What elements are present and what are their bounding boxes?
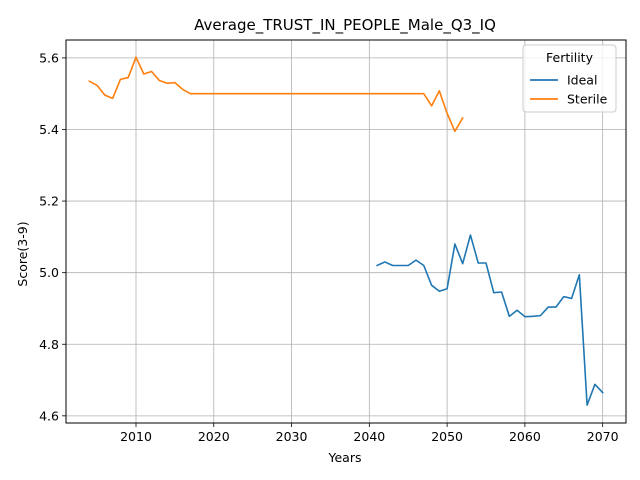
legend: Fertility Ideal Sterile (522, 44, 617, 113)
y-tick-label: 5.2 (39, 194, 59, 209)
series-line-ideal (376, 234, 604, 406)
x-tick-label: 2020 (198, 429, 230, 444)
series-line-sterile (88, 56, 464, 133)
y-tick-label: 5.6 (39, 50, 59, 65)
x-tick-label: 2040 (353, 429, 385, 444)
plot-frame (65, 39, 627, 424)
grid (66, 40, 626, 423)
legend-label-ideal: Ideal (567, 73, 597, 88)
x-tick-label: 2030 (276, 429, 308, 444)
x-axis-label: Years (328, 450, 362, 465)
y-tick-label: 4.8 (39, 337, 59, 352)
series-layer (88, 56, 604, 406)
x-tick-label: 2010 (120, 429, 152, 444)
y-tick-label: 4.6 (39, 408, 59, 423)
legend-box (522, 44, 617, 113)
y-tick-label: 5.4 (39, 122, 59, 137)
y-tick-label: 5.0 (39, 265, 59, 280)
x-tick-label: 2060 (509, 429, 541, 444)
legend-title: Fertility (546, 50, 594, 65)
y-axis-label: Score(3-9) (15, 221, 30, 286)
x-axis-ticks: 2010 2020 2030 2040 2050 2060 2070 (120, 423, 619, 444)
x-tick-label: 2050 (431, 429, 463, 444)
y-axis-ticks: 4.6 4.8 5.0 5.2 5.4 5.6 (39, 50, 66, 423)
x-tick-label: 2070 (587, 429, 619, 444)
legend-label-sterile: Sterile (567, 92, 608, 107)
chart-title: Average_TRUST_IN_PEOPLE_Male_Q3_IQ (194, 16, 496, 35)
